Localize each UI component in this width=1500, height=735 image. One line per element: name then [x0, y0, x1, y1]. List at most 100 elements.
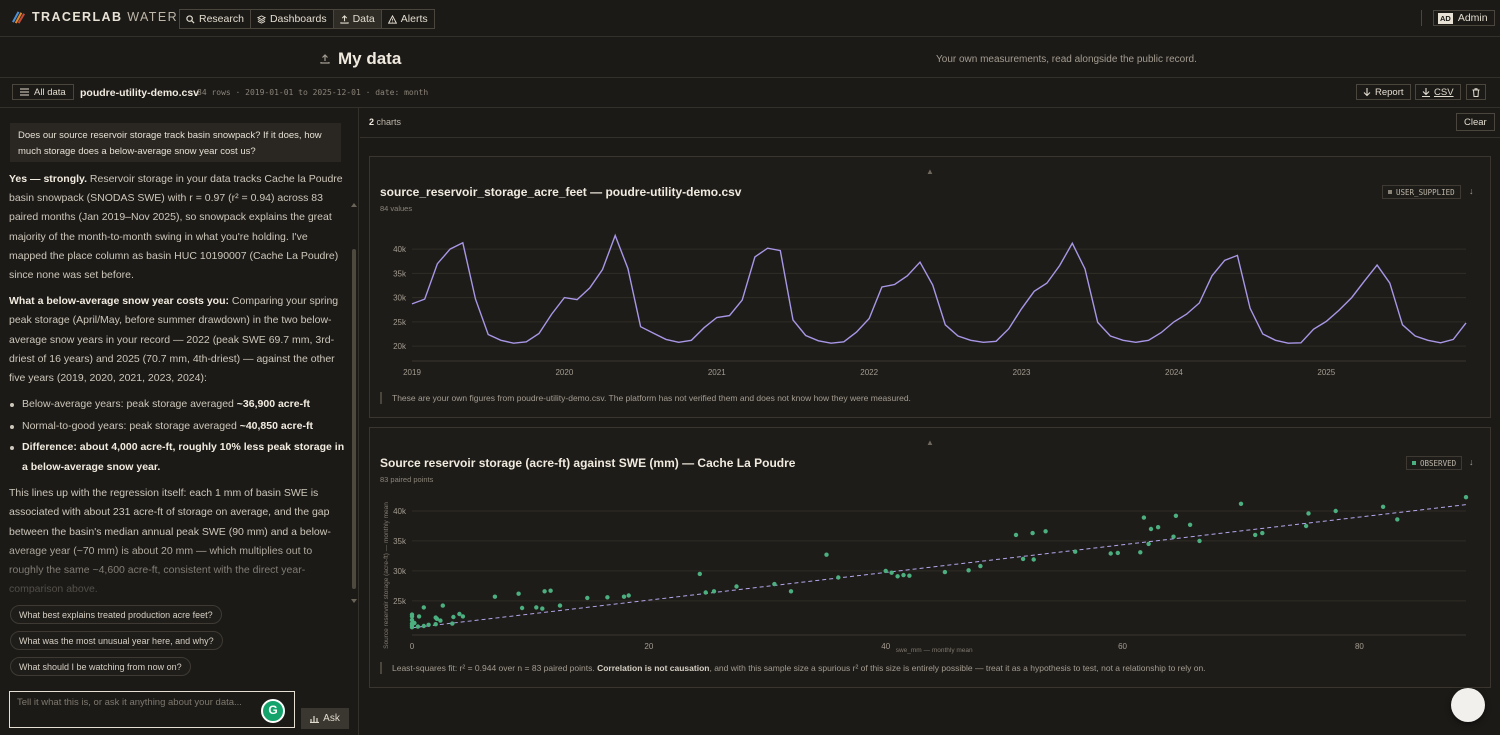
list-item: Difference: about 4,000 acre-ft, roughly…: [9, 438, 345, 477]
brand-name: TRACERLAB WATER: [32, 10, 178, 24]
chart-subtitle: 84 values: [380, 204, 413, 213]
charts-panel: 2 charts Clear ▲ source_reservoir_storag…: [360, 108, 1500, 735]
suggestion-chip[interactable]: What was the most unusual year here, and…: [10, 631, 223, 650]
download-icon: [1422, 87, 1430, 97]
status-badge: OBSERVED: [1406, 456, 1463, 470]
list-item: Normal-to-good years: peak storage avera…: [9, 417, 345, 437]
data-point: [621, 594, 627, 599]
x-tick-label: 60: [1118, 642, 1127, 651]
data-point: [1146, 541, 1151, 547]
x-tick-label: 40: [881, 642, 890, 651]
clear-button[interactable]: Clear: [1456, 113, 1495, 131]
delete-button[interactable]: [1466, 84, 1486, 100]
brand-logo[interactable]: TRACERLAB WATER: [12, 10, 178, 24]
suggestion-chip[interactable]: What should I be watching from now on?: [10, 657, 191, 676]
data-point: [1306, 511, 1311, 516]
data-point: [534, 605, 539, 610]
bar-chart-icon: [310, 716, 320, 723]
x-tick-label: 2019: [403, 368, 421, 377]
chat-input[interactable]: Tell it what this is, or ask it anything…: [9, 691, 295, 728]
x-tick-label: 2023: [1013, 368, 1031, 377]
series-line: [411, 233, 1467, 344]
data-point: [772, 581, 777, 587]
grammarly-icon[interactable]: [261, 699, 285, 723]
data-point: [412, 620, 417, 626]
scroll-fade: [0, 538, 350, 600]
scroll-up-arrow[interactable]: [351, 203, 357, 207]
ask-button[interactable]: Ask: [301, 708, 349, 729]
page-header: My data Your own measurements, read alon…: [0, 37, 1500, 78]
data-point: [421, 623, 426, 629]
answer-paragraph: What a below-average snow year costs you…: [9, 295, 339, 385]
x-tick-label: 80: [1355, 642, 1364, 651]
data-point: [697, 571, 702, 577]
divider: [1421, 10, 1422, 26]
data-point: [895, 574, 900, 579]
data-point: [1253, 532, 1258, 538]
drag-handle-icon[interactable]: ▲: [926, 438, 934, 447]
download-chart-icon[interactable]: ↓: [1469, 186, 1474, 196]
ask-label: Ask: [323, 713, 340, 724]
chat-input-placeholder: Tell it what this is, or ask it anything…: [17, 697, 242, 708]
layers-icon: [256, 14, 266, 24]
data-point: [1380, 504, 1386, 509]
data-point: [460, 614, 466, 619]
scroll-down-arrow[interactable]: [351, 599, 357, 603]
x-tick-label: 2025: [1317, 368, 1335, 377]
status-badge: USER_SUPPLIED: [1382, 185, 1461, 199]
upload-icon: [320, 54, 330, 64]
data-point: [1463, 495, 1469, 500]
nav-label: Data: [352, 13, 375, 25]
badge-dot: [1388, 190, 1392, 194]
data-point: [409, 617, 415, 623]
data-point: [1108, 551, 1113, 556]
y-tick-label: 40k: [393, 507, 407, 516]
data-point: [1141, 515, 1147, 520]
download-chart-icon[interactable]: ↓: [1469, 457, 1474, 467]
data-point: [1073, 549, 1078, 554]
nav-dashboards[interactable]: Dashboards: [250, 10, 334, 28]
top-bar: TRACERLAB WATER Research Dashboards Data…: [0, 0, 1500, 37]
y-tick-label: 25k: [393, 318, 407, 327]
data-point: [1013, 532, 1019, 538]
dataset-meta: 84 rows · 2019-01-01 to 2025-12-01 · dat…: [197, 88, 429, 97]
data-point: [711, 589, 717, 594]
all-data-button[interactable]: All data: [12, 84, 74, 100]
data-point: [457, 611, 462, 617]
data-point: [548, 588, 553, 593]
csv-download-button[interactable]: CSV: [1415, 84, 1461, 100]
data-point: [907, 573, 912, 578]
floating-action-button[interactable]: [1451, 688, 1485, 722]
chart-card-timeseries: ▲ source_reservoir_storage_acre_feet — p…: [369, 156, 1491, 418]
user-menu-button[interactable]: AD Admin: [1433, 10, 1495, 26]
alert-triangle-icon: [387, 14, 397, 24]
download-icon: [1363, 87, 1371, 96]
y-tick-label: 35k: [393, 269, 407, 278]
nav-research[interactable]: Research: [180, 10, 251, 28]
data-point: [1138, 550, 1143, 555]
search-icon: [186, 14, 195, 24]
divider: [360, 137, 1500, 138]
chart-note: These are your own figures from poudre-u…: [380, 392, 911, 404]
suggestion-chip[interactable]: What best explains treated production ac…: [10, 605, 222, 624]
data-point: [605, 595, 610, 600]
y-tick-label: 30k: [393, 567, 407, 576]
report-button[interactable]: Report: [1356, 84, 1411, 100]
y-tick-label: 25k: [393, 597, 407, 606]
list-item: Below-average years: peak storage averag…: [9, 395, 345, 415]
chart-card-scatter: ▲ Source reservoir storage (acre-ft) aga…: [369, 427, 1491, 688]
data-point: [966, 568, 971, 573]
main-nav: Research Dashboards Data Alerts: [179, 9, 435, 29]
y-tick-label: 40k: [393, 245, 407, 254]
scatter-chart: 40k 35k 30k 25k 0 20 40 60 80 swe_mm — monthly me…: [383, 495, 1469, 654]
data-point: [434, 616, 440, 621]
chat-scrollbar[interactable]: [352, 249, 356, 589]
data-point: [836, 575, 841, 580]
nav-alerts[interactable]: Alerts: [381, 10, 434, 28]
answer-list: Below-average years: peak storage averag…: [9, 395, 345, 477]
answer-paragraph: Yes — strongly. Reservoir storage in you…: [9, 173, 343, 282]
drag-handle-icon[interactable]: ▲: [926, 167, 934, 176]
data-point: [824, 552, 829, 557]
user-question: Does our source reservoir storage track …: [10, 123, 341, 162]
nav-data[interactable]: Data: [333, 10, 382, 28]
